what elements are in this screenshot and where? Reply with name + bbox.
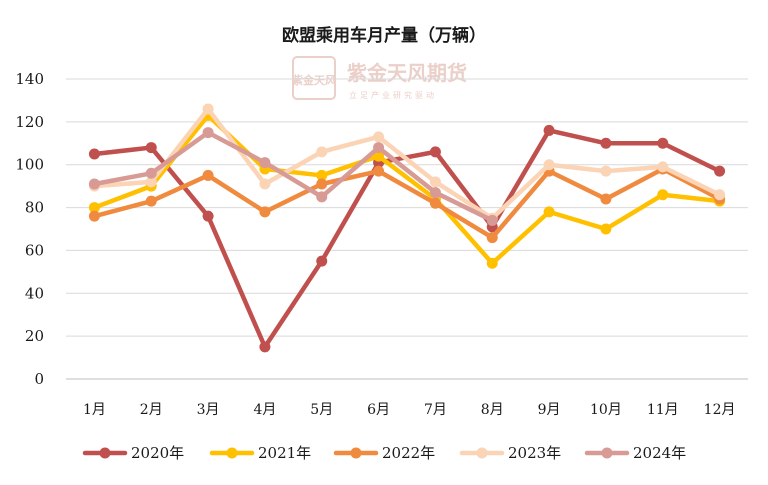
x-tick-label: 9月 (538, 402, 561, 418)
y-tick-label: 20 (25, 327, 44, 345)
data-point (543, 124, 555, 136)
watermark-name: 紫金天风期货 (347, 61, 467, 85)
legend-item: 2024年 (584, 444, 686, 462)
data-point (657, 189, 669, 201)
x-tick-label: 2月 (140, 402, 163, 418)
data-point (543, 159, 555, 171)
data-point (145, 195, 157, 207)
series-line (92, 106, 722, 221)
data-point (88, 210, 100, 222)
data-point (600, 193, 612, 205)
x-axis: 1月 2月 3月 4月 5月 6月 7月 8月 9月 10月 11月 12月 (83, 402, 736, 418)
data-point (316, 255, 328, 267)
watermark-tagline: 立足产业研究驱动 (349, 90, 437, 100)
data-point (486, 232, 498, 244)
y-tick-label: 0 (34, 370, 44, 388)
y-tick-label: 100 (15, 156, 44, 174)
x-tick-label: 12月 (704, 402, 736, 418)
data-point (657, 161, 669, 173)
series-2023年 (88, 103, 726, 224)
data-point (373, 131, 385, 143)
data-point (259, 341, 271, 353)
legend-swatch-marker (476, 447, 488, 459)
data-point (202, 103, 214, 115)
x-tick-label: 4月 (253, 402, 276, 418)
data-point (145, 167, 157, 179)
y-axis: 0 20 40 60 80 100 120 140 (15, 70, 44, 388)
x-tick-label: 5月 (310, 402, 333, 418)
y-tick-label: 80 (25, 199, 44, 217)
data-point (429, 197, 441, 209)
data-point (543, 206, 555, 218)
x-tick-label: 6月 (367, 402, 390, 418)
data-point (202, 127, 214, 139)
legend-label: 2021年 (258, 444, 311, 462)
series-line (92, 128, 722, 350)
legend-item: 2022年 (333, 444, 435, 462)
data-point (429, 146, 441, 158)
legend-swatch-marker (226, 447, 238, 459)
data-point (714, 189, 726, 201)
data-point (202, 210, 214, 222)
legend-swatch-marker (350, 447, 362, 459)
data-point (202, 169, 214, 181)
legend-swatch-marker (601, 447, 613, 459)
data-point (429, 187, 441, 199)
x-tick-label: 11月 (647, 402, 679, 418)
data-point (145, 176, 157, 188)
data-point (657, 137, 669, 149)
data-point (600, 137, 612, 149)
data-point (373, 165, 385, 177)
legend-label: 2020年 (131, 444, 184, 462)
series-lines (88, 103, 726, 353)
watermark-logo (292, 56, 336, 100)
series-line (92, 166, 722, 240)
data-point (316, 169, 328, 181)
data-point (316, 191, 328, 203)
x-tick-label: 3月 (197, 402, 220, 418)
data-point (373, 150, 385, 162)
y-tick-label: 40 (25, 284, 44, 302)
series-2024年 (88, 127, 498, 226)
data-point (88, 202, 100, 214)
watermark: 紫金天风 紫金天风期货 立足产业研究驱动 (292, 56, 467, 100)
x-tick-label: 8月 (481, 402, 504, 418)
series-line (92, 113, 722, 266)
x-tick-label: 7月 (424, 402, 447, 418)
legend-label: 2023年 (508, 444, 561, 462)
watermark-logo-text: 紫金天风 (292, 73, 336, 87)
data-point (88, 178, 100, 190)
legend: 2020年 2021年 2022年 2023年 2024年 (82, 444, 686, 462)
chart-title: 欧盟乘用车月产量（万辆） (282, 25, 486, 46)
data-point (316, 178, 328, 190)
data-point (429, 176, 441, 188)
legend-item: 2020年 (82, 444, 184, 462)
data-point (259, 206, 271, 218)
data-point (145, 142, 157, 154)
y-tick-label: 120 (15, 113, 44, 131)
legend-label: 2022年 (382, 444, 435, 462)
series-line (92, 130, 495, 223)
legend-swatch-marker (99, 447, 111, 459)
data-point (714, 165, 726, 177)
data-point (486, 257, 498, 269)
data-point (486, 214, 498, 226)
y-tick-label: 60 (25, 241, 44, 259)
x-tick-label: 1月 (83, 402, 106, 418)
legend-item: 2021年 (209, 444, 311, 462)
data-point (259, 157, 271, 169)
legend-label: 2024年 (633, 444, 686, 462)
data-point (316, 146, 328, 158)
legend-item: 2023年 (459, 444, 561, 462)
data-point (600, 223, 612, 235)
data-point (88, 148, 100, 160)
data-point (600, 165, 612, 177)
data-point (259, 178, 271, 190)
x-tick-label: 10月 (590, 402, 622, 418)
data-point (373, 142, 385, 154)
y-tick-label: 140 (15, 70, 44, 88)
gridlines (66, 78, 748, 380)
